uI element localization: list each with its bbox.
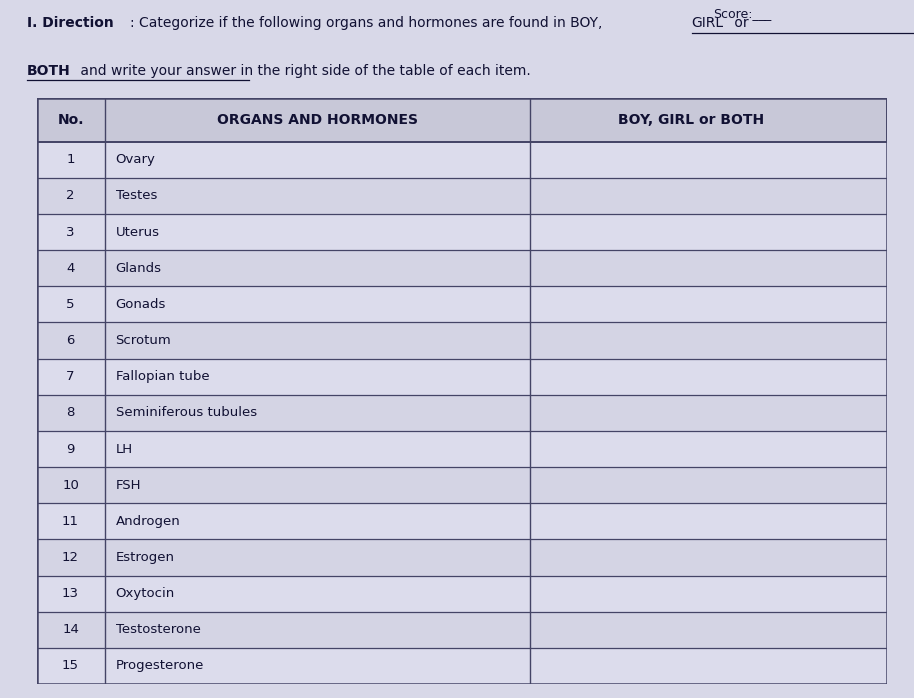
Text: 8: 8: [67, 406, 75, 419]
Text: Oxytocin: Oxytocin: [115, 587, 175, 600]
Bar: [37, 286, 887, 322]
Bar: [37, 250, 887, 286]
Text: 10: 10: [62, 479, 79, 491]
Text: 13: 13: [62, 587, 79, 600]
Text: and write your answer in the right side of the table of each item.: and write your answer in the right side …: [77, 64, 531, 77]
Text: : Categorize if the following organs and hormones are found in BOY,: : Categorize if the following organs and…: [130, 16, 607, 30]
Bar: [37, 540, 887, 576]
Text: Glands: Glands: [115, 262, 162, 275]
Bar: [37, 431, 887, 467]
Text: Testes: Testes: [115, 189, 157, 202]
Bar: [37, 611, 887, 648]
Bar: [37, 142, 887, 178]
Text: 7: 7: [67, 370, 75, 383]
Text: 11: 11: [62, 515, 79, 528]
Bar: [37, 576, 887, 611]
Text: 2: 2: [67, 189, 75, 202]
Text: LH: LH: [115, 443, 133, 456]
Text: BOY, GIRL or BOTH: BOY, GIRL or BOTH: [618, 112, 764, 127]
Text: Seminiferous tubules: Seminiferous tubules: [115, 406, 257, 419]
Text: Fallopian tube: Fallopian tube: [115, 370, 209, 383]
Text: 15: 15: [62, 660, 79, 672]
Bar: [37, 395, 887, 431]
Text: or: or: [730, 16, 749, 30]
Bar: [37, 503, 887, 540]
Text: FSH: FSH: [115, 479, 141, 491]
Text: Progesterone: Progesterone: [115, 660, 204, 672]
Text: 9: 9: [67, 443, 75, 456]
Text: 6: 6: [67, 334, 75, 347]
Text: Testosterone: Testosterone: [115, 623, 200, 637]
Bar: [37, 322, 887, 359]
Text: Scrotum: Scrotum: [115, 334, 171, 347]
Text: 3: 3: [67, 225, 75, 239]
Text: Ovary: Ovary: [115, 154, 155, 166]
Text: Score:___: Score:___: [713, 7, 771, 20]
Text: 12: 12: [62, 551, 79, 564]
Bar: [37, 359, 887, 395]
Bar: [37, 178, 887, 214]
Text: ORGANS AND HORMONES: ORGANS AND HORMONES: [217, 112, 418, 127]
Text: 14: 14: [62, 623, 79, 637]
Text: I. Direction: I. Direction: [27, 16, 114, 30]
Text: Estrogen: Estrogen: [115, 551, 175, 564]
Bar: [37, 467, 887, 503]
Text: 1: 1: [67, 154, 75, 166]
Text: Androgen: Androgen: [115, 515, 180, 528]
Text: BOTH: BOTH: [27, 64, 70, 77]
Text: 4: 4: [67, 262, 75, 275]
Text: Uterus: Uterus: [115, 225, 160, 239]
Bar: [37, 98, 887, 142]
Text: No.: No.: [58, 112, 84, 127]
Bar: [37, 648, 887, 684]
Text: 5: 5: [67, 298, 75, 311]
Text: GIRL: GIRL: [692, 16, 724, 30]
Bar: [37, 214, 887, 250]
Text: Gonads: Gonads: [115, 298, 166, 311]
